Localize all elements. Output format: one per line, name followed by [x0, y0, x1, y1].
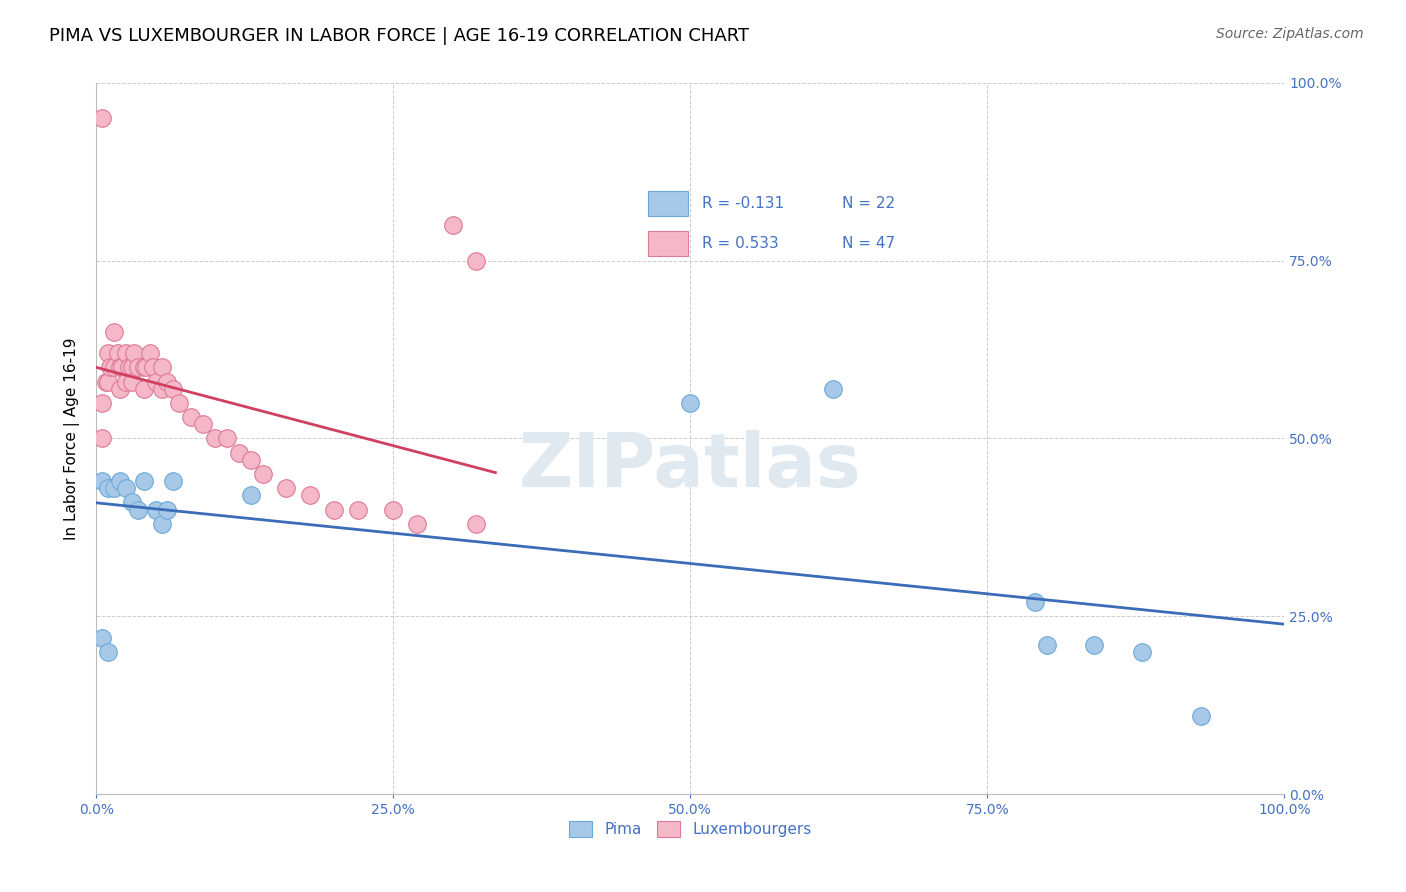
Luxembourgers — [115, 375, 138, 389]
Luxembourgers — [322, 502, 344, 516]
Luxembourgers — [91, 396, 114, 410]
Luxembourgers — [239, 452, 262, 467]
Pima — [1189, 708, 1212, 723]
Text: R = 0.533: R = 0.533 — [702, 236, 779, 251]
Luxembourgers — [127, 360, 149, 375]
Pima — [127, 502, 149, 516]
Pima — [91, 631, 114, 645]
FancyBboxPatch shape — [648, 231, 688, 256]
Luxembourgers — [132, 360, 155, 375]
Pima — [1035, 638, 1057, 652]
Pima — [156, 502, 179, 516]
Luxembourgers — [169, 396, 191, 410]
Text: R = -0.131: R = -0.131 — [702, 196, 783, 211]
FancyBboxPatch shape — [648, 191, 688, 216]
Luxembourgers — [94, 375, 117, 389]
Legend: Pima, Luxembourgers: Pima, Luxembourgers — [562, 815, 817, 843]
Luxembourgers — [180, 410, 202, 425]
Luxembourgers — [465, 253, 488, 268]
Luxembourgers — [204, 432, 226, 446]
Luxembourgers — [162, 382, 184, 396]
Luxembourgers — [115, 346, 138, 360]
Pima — [162, 474, 184, 488]
Luxembourgers — [150, 382, 173, 396]
Luxembourgers — [111, 360, 134, 375]
Luxembourgers — [97, 346, 120, 360]
Luxembourgers — [91, 112, 114, 126]
Pima — [150, 516, 173, 531]
Text: Source: ZipAtlas.com: Source: ZipAtlas.com — [1216, 27, 1364, 41]
Pima — [1083, 638, 1105, 652]
Luxembourgers — [441, 218, 464, 232]
Text: PIMA VS LUXEMBOURGER IN LABOR FORCE | AGE 16-19 CORRELATION CHART: PIMA VS LUXEMBOURGER IN LABOR FORCE | AG… — [49, 27, 749, 45]
Luxembourgers — [156, 375, 179, 389]
Luxembourgers — [228, 446, 250, 460]
Luxembourgers — [138, 346, 160, 360]
Text: N = 22: N = 22 — [842, 196, 896, 211]
Luxembourgers — [122, 346, 145, 360]
Luxembourgers — [103, 325, 125, 339]
Pima — [821, 382, 844, 396]
Luxembourgers — [191, 417, 214, 432]
Luxembourgers — [121, 375, 143, 389]
Pima — [97, 481, 120, 495]
Luxembourgers — [252, 467, 274, 481]
Luxembourgers — [150, 360, 173, 375]
Luxembourgers — [103, 360, 125, 375]
Pima — [679, 396, 702, 410]
Luxembourgers — [346, 502, 368, 516]
Pima — [145, 502, 167, 516]
Luxembourgers — [132, 382, 155, 396]
Pima — [1024, 595, 1046, 609]
Pima — [132, 474, 155, 488]
Luxembourgers — [276, 481, 298, 495]
Luxembourgers — [121, 360, 143, 375]
Pima — [108, 474, 131, 488]
Pima — [239, 488, 262, 502]
Pima — [121, 495, 143, 509]
Text: ZIPatlas: ZIPatlas — [519, 431, 862, 503]
Luxembourgers — [97, 375, 120, 389]
Luxembourgers — [107, 346, 129, 360]
Luxembourgers — [100, 360, 122, 375]
Luxembourgers — [145, 375, 167, 389]
Luxembourgers — [142, 360, 165, 375]
Luxembourgers — [108, 382, 131, 396]
Luxembourgers — [382, 502, 405, 516]
Luxembourgers — [465, 516, 488, 531]
Text: N = 47: N = 47 — [842, 236, 896, 251]
Y-axis label: In Labor Force | Age 16-19: In Labor Force | Age 16-19 — [65, 337, 80, 540]
Luxembourgers — [406, 516, 429, 531]
Pima — [91, 474, 114, 488]
Luxembourgers — [91, 432, 114, 446]
Pima — [97, 645, 120, 659]
Luxembourgers — [108, 360, 131, 375]
Luxembourgers — [215, 432, 238, 446]
Luxembourgers — [118, 360, 141, 375]
Luxembourgers — [135, 360, 157, 375]
Pima — [115, 481, 138, 495]
Pima — [1130, 645, 1153, 659]
Luxembourgers — [299, 488, 322, 502]
Pima — [103, 481, 125, 495]
